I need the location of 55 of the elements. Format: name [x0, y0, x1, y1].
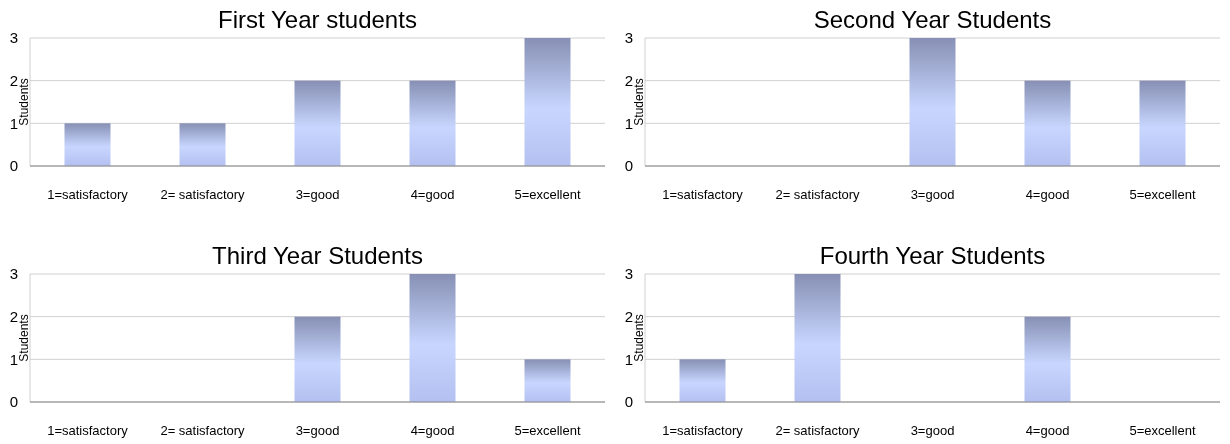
y-tick-label: 3 — [9, 265, 18, 283]
y-tick-label: 1 — [9, 350, 18, 368]
x-tick-label: 4=good — [1025, 423, 1070, 438]
bar — [1024, 316, 1071, 402]
bar — [794, 274, 841, 402]
bar — [294, 316, 341, 402]
y-axis-title: Students — [17, 78, 31, 126]
x-tick-label: 3=good — [910, 423, 955, 438]
bar — [679, 359, 726, 402]
chart-title: Second Year Students — [813, 6, 1052, 33]
x-tick-label: 2= satisfactory — [775, 187, 861, 202]
x-tick-label: 5=excellent — [1129, 423, 1196, 438]
chart-title: Fourth Year Students — [819, 242, 1046, 269]
y-tick-label: 2 — [624, 71, 633, 89]
y-tick-label: 3 — [624, 29, 633, 47]
bar — [524, 38, 571, 166]
bar — [64, 123, 111, 166]
y-tick-label: 1 — [9, 114, 18, 132]
x-tick-label: 3=good — [910, 187, 955, 202]
x-tick-label: 4=good — [1025, 187, 1070, 202]
x-tick-label: 2= satisfactory — [160, 187, 246, 202]
y-tick-label: 0 — [9, 157, 18, 175]
y-tick-label: 1 — [624, 114, 633, 132]
bar — [524, 359, 571, 402]
x-tick-label: 1=satisfactory — [662, 423, 744, 438]
x-tick-label: 5=excellent — [514, 187, 581, 202]
y-tick-label: 3 — [9, 29, 18, 47]
x-tick-label: 1=satisfactory — [662, 187, 744, 202]
x-tick-label: 4=good — [410, 423, 455, 438]
y-tick-label: 2 — [9, 71, 18, 89]
bar — [179, 123, 226, 166]
chart-title: First Year students — [218, 6, 417, 33]
x-tick-label: 2= satisfactory — [160, 423, 246, 438]
y-tick-label: 1 — [624, 350, 633, 368]
x-tick-label: 3=good — [295, 423, 340, 438]
y-tick-label: 2 — [9, 307, 18, 325]
y-axis-title: Students — [632, 314, 646, 362]
y-tick-label: 0 — [624, 157, 633, 175]
x-tick-label: 1=satisfactory — [47, 423, 129, 438]
x-tick-label: 3=good — [295, 187, 340, 202]
x-tick-label: 5=excellent — [1129, 187, 1196, 202]
x-tick-label: 4=good — [410, 187, 455, 202]
y-tick-label: 3 — [624, 265, 633, 283]
x-tick-label: 5=excellent — [514, 423, 581, 438]
y-axis-title: Students — [632, 78, 646, 126]
bar — [294, 80, 341, 166]
y-tick-label: 0 — [624, 393, 633, 411]
chart-title: Third Year Students — [212, 242, 423, 269]
y-tick-label: 0 — [9, 393, 18, 411]
x-tick-label: 2= satisfactory — [775, 423, 861, 438]
x-tick-label: 1=satisfactory — [47, 187, 129, 202]
y-axis-title: Students — [17, 314, 31, 362]
bar — [409, 274, 456, 402]
bar — [409, 80, 456, 166]
y-tick-label: 2 — [624, 307, 633, 325]
